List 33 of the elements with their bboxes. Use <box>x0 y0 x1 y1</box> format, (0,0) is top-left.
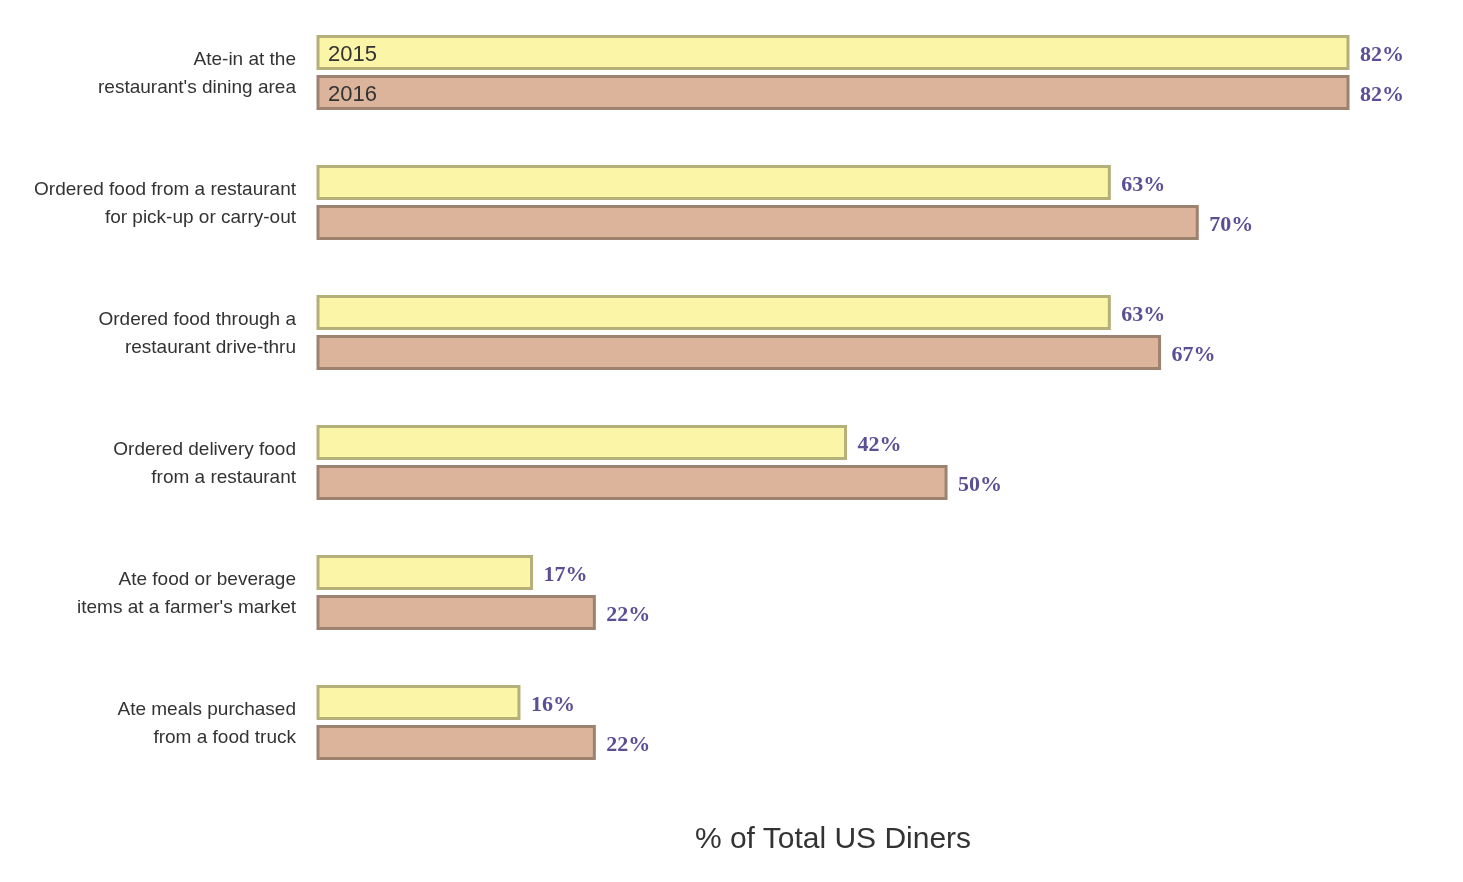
bar <box>316 685 521 721</box>
bar <box>316 205 1199 241</box>
data-label: 42% <box>857 430 902 456</box>
bar <box>316 555 534 591</box>
y-tick-label: Ate food or beverage items at a farmer's market <box>76 568 297 617</box>
data-label: 82% <box>1360 80 1404 106</box>
data-label: 16% <box>530 690 575 716</box>
y-tick-label: Ate meals purchased from a food truck <box>117 698 297 747</box>
data-label: 50% <box>958 470 1003 496</box>
y-tick-label: Ordered food through a restaurant drive-thru <box>98 308 297 357</box>
data-label: 82% <box>1360 40 1404 66</box>
data-label: 63% <box>1121 300 1166 326</box>
bar <box>316 75 1350 111</box>
y-tick-label: Ate-in at the restaurant's dining area <box>98 48 297 97</box>
bar <box>316 165 1111 201</box>
bar <box>316 335 1162 371</box>
bar <box>316 35 1350 71</box>
data-label: 67% <box>1171 340 1216 366</box>
bar <box>316 425 848 461</box>
data-label: 70% <box>1209 210 1254 236</box>
y-tick-label: Ordered food from a restaurant for pick-up or carry-out <box>34 178 297 227</box>
series-label: 2016 <box>328 80 377 106</box>
bar <box>316 465 948 501</box>
bar <box>316 295 1111 331</box>
series-label: 2015 <box>328 40 377 66</box>
data-label: 22% <box>606 600 651 626</box>
x-axis-title: % of Total US Diners <box>694 821 972 854</box>
data-label: 63% <box>1121 170 1166 196</box>
data-label: 22% <box>606 730 651 756</box>
y-tick-label: Ordered delivery food from a restaurant <box>113 438 297 487</box>
data-label: 17% <box>543 560 588 586</box>
bar <box>316 595 596 631</box>
bar <box>316 725 596 761</box>
